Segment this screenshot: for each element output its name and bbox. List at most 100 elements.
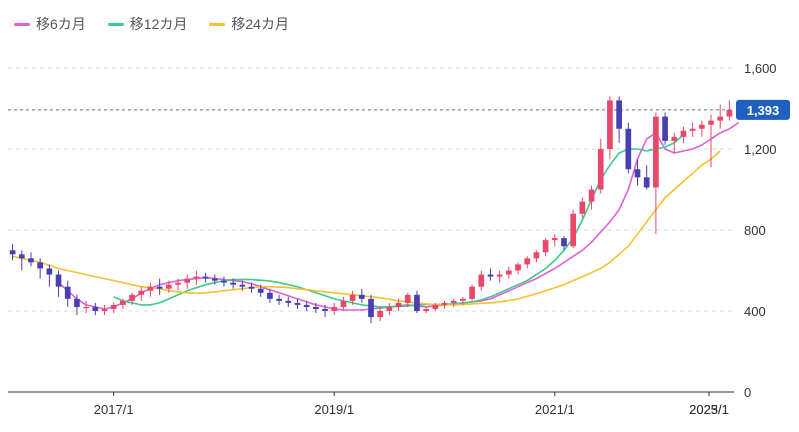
candle bbox=[313, 302, 319, 314]
candle-body bbox=[432, 304, 439, 309]
candle bbox=[496, 270, 503, 283]
candle bbox=[368, 294, 374, 324]
candle-body bbox=[248, 286, 255, 289]
candle bbox=[184, 274, 191, 289]
candle-body bbox=[368, 298, 374, 318]
candle bbox=[524, 256, 531, 269]
candle-body bbox=[698, 124, 705, 129]
y-tick-label: 0 bbox=[744, 385, 751, 400]
candle-body bbox=[239, 284, 246, 287]
candle bbox=[414, 290, 420, 314]
candle-body bbox=[542, 240, 549, 253]
candle-body bbox=[211, 278, 218, 281]
candle bbox=[625, 122, 632, 174]
candle-body bbox=[331, 306, 338, 311]
candle-body bbox=[221, 280, 227, 283]
y-tick-label: 400 bbox=[744, 304, 766, 319]
candle bbox=[129, 292, 135, 305]
candle bbox=[698, 120, 705, 137]
candle-body bbox=[634, 169, 641, 178]
candle-body bbox=[726, 109, 733, 117]
candle-body bbox=[717, 116, 724, 121]
candle-body bbox=[395, 302, 402, 307]
candle-body bbox=[28, 258, 34, 263]
candle bbox=[570, 209, 577, 249]
y-tick-label: 1,200 bbox=[744, 142, 777, 157]
candle bbox=[322, 304, 328, 318]
candle bbox=[662, 112, 668, 145]
candle-body bbox=[570, 213, 577, 247]
candle-body bbox=[165, 284, 172, 289]
candle bbox=[248, 282, 255, 293]
legend-label-ma24: 移24カ月 bbox=[231, 16, 289, 32]
candle-body bbox=[579, 201, 586, 214]
candle-body bbox=[303, 304, 310, 307]
candle-body bbox=[230, 282, 237, 285]
candle-body bbox=[450, 300, 457, 303]
candle bbox=[404, 292, 411, 307]
candle bbox=[120, 298, 126, 309]
candle-body bbox=[561, 238, 567, 247]
candle-body bbox=[276, 298, 282, 301]
legend-swatch-ma24 bbox=[209, 22, 226, 26]
candle bbox=[551, 234, 558, 247]
y-tick-labels: 0 400 800 1,200 1,600 bbox=[744, 61, 777, 400]
candle bbox=[423, 306, 429, 314]
x-tick-label: 2017/1 bbox=[94, 402, 134, 417]
ma-series-line bbox=[12, 150, 721, 306]
candle-body bbox=[175, 282, 181, 285]
candle-body bbox=[625, 128, 632, 170]
candle bbox=[450, 298, 457, 307]
candle-body bbox=[524, 258, 531, 265]
candle bbox=[597, 138, 604, 194]
legend-item-ma6[interactable]: 移6カ月 bbox=[14, 14, 86, 34]
candle bbox=[478, 270, 485, 291]
legend-label-ma12: 移12カ月 bbox=[129, 16, 188, 32]
candle-body bbox=[358, 294, 365, 299]
candle-body bbox=[129, 294, 135, 301]
candle bbox=[515, 262, 521, 275]
candle bbox=[64, 280, 71, 307]
candle-body bbox=[37, 262, 44, 269]
candle bbox=[193, 270, 200, 285]
candle bbox=[616, 96, 622, 143]
candle-body bbox=[478, 274, 485, 287]
candle bbox=[505, 266, 512, 279]
legend-item-ma24[interactable]: 移24カ月 bbox=[209, 14, 289, 34]
candle bbox=[579, 197, 586, 218]
candle-body bbox=[377, 311, 384, 318]
candle-body bbox=[404, 294, 411, 303]
candle-body bbox=[496, 274, 503, 277]
candle-body bbox=[588, 189, 595, 202]
candle bbox=[55, 270, 62, 297]
candle bbox=[533, 250, 540, 263]
candle-body bbox=[349, 294, 356, 301]
candle-body bbox=[322, 308, 328, 311]
candle bbox=[239, 280, 246, 291]
candle bbox=[653, 112, 659, 235]
candle bbox=[634, 159, 641, 186]
candle bbox=[221, 276, 227, 287]
candle-body bbox=[671, 136, 678, 141]
candle bbox=[671, 132, 678, 154]
candle bbox=[230, 278, 237, 289]
candle-body bbox=[708, 120, 714, 125]
candle-body bbox=[267, 292, 273, 299]
legend-label-ma6: 移6カ月 bbox=[36, 16, 86, 32]
candle-body bbox=[184, 278, 191, 283]
candle bbox=[588, 185, 595, 210]
candle bbox=[37, 258, 44, 279]
candle bbox=[257, 284, 264, 297]
candle-body bbox=[340, 300, 347, 307]
candle bbox=[386, 302, 393, 316]
grid-lines bbox=[8, 67, 734, 312]
candle bbox=[294, 298, 301, 309]
candle bbox=[680, 126, 687, 143]
candle-body bbox=[9, 250, 16, 255]
candle bbox=[92, 302, 99, 316]
current-price-badge: 1,393 bbox=[736, 99, 790, 120]
candle bbox=[28, 252, 34, 267]
candle bbox=[165, 280, 172, 293]
legend-item-ma12[interactable]: 移12カ月 bbox=[107, 14, 188, 34]
candle bbox=[358, 288, 365, 303]
